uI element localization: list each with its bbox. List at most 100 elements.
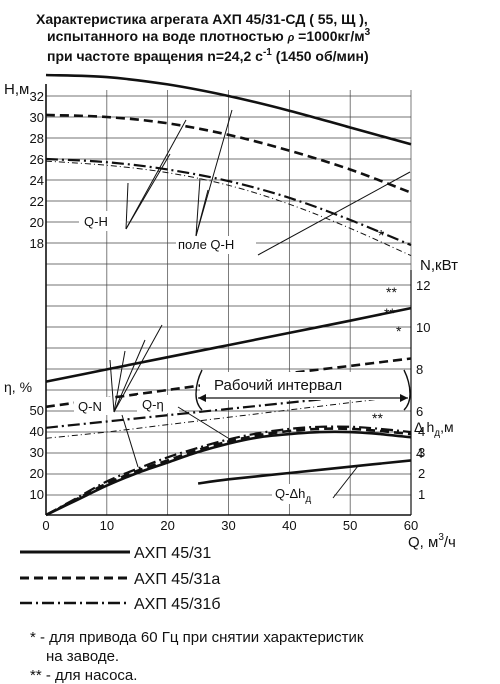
h-tick-label: 32 [30, 89, 44, 104]
curve-q-n-1 [45, 306, 412, 383]
field-label: поле Q-H [178, 237, 234, 252]
curve-q-h-4 [45, 160, 412, 257]
legend-label-2: АХП 45/31а [134, 571, 220, 588]
plot-frame [45, 84, 412, 516]
star-qh: * [378, 228, 384, 245]
curve-q-eta-2 [45, 427, 412, 517]
footnote-2: ** - для насоса. [30, 667, 137, 684]
tick-labels: 0 10 20 30 40 50 60182022242628303210203040504… [30, 89, 431, 533]
dh-label-main: Δ h [414, 419, 434, 435]
qh-label: Q-H [84, 214, 108, 229]
work-interval-label: Рабочий интервал [214, 377, 342, 394]
dh-tick-label: 2 [418, 466, 425, 481]
n-tick-label: 12 [416, 278, 430, 293]
work-interval-arrow-left [198, 394, 206, 402]
n-axis-label: N,кВт [420, 257, 458, 274]
legend-label-1: АХП 45/31 [134, 545, 211, 562]
n-tick-label: 4 [416, 446, 423, 461]
field-leader-4 [195, 177, 201, 237]
curve-q-eta-1 [45, 430, 412, 517]
work-interval-right-bracket [403, 369, 411, 411]
star2-qn-1: ** [386, 284, 397, 300]
qeta-label-bg [137, 395, 179, 413]
footnote-1: * - для привода 60 Гц при снятии характе… [30, 629, 364, 646]
title-line-3b: (1450 об/мин) [272, 48, 369, 64]
dh-label-suffix: ,м [440, 419, 454, 435]
qdh-label-main: Q-Δh [275, 486, 305, 501]
h-tick-label: 22 [30, 194, 44, 209]
field-leader-3 [195, 109, 233, 237]
qeta-label: Q-η [142, 397, 164, 412]
eta-axis-label: η, % [4, 379, 32, 395]
eta-tick-label: 10 [30, 487, 44, 502]
q-label-unit: /ч [444, 534, 456, 551]
curve-q-dh-1 [197, 459, 412, 485]
qh-leader-1 [125, 182, 129, 230]
eta-tick-label: 20 [30, 466, 44, 481]
n-tick-label: 8 [416, 362, 423, 377]
x-tick-label: 20 [160, 518, 174, 533]
star2-qeta: ** [372, 410, 383, 426]
field-leader-1 [257, 171, 411, 256]
x-tick-label: 50 [343, 518, 357, 533]
dh-axis-label: Δ hд,м [414, 419, 454, 439]
annotations: Q-H поле Q-H Q-N Q-η Рабочий интервал [74, 109, 411, 505]
qh-label-bg [79, 211, 127, 231]
title-line-2-exp: 3 [365, 27, 371, 38]
title-line-3: при частоте вращения n=24,2 с-1 (1450 об… [47, 47, 369, 64]
h-tick-label: 20 [30, 215, 44, 230]
x-tick-label: 60 [404, 518, 418, 533]
qn-leader-1 [113, 350, 126, 413]
curve-q-h-2 [45, 113, 412, 194]
qn-leader-3 [113, 324, 163, 413]
work-interval-left-bracket [195, 369, 203, 411]
qh-leader-3 [125, 119, 187, 230]
qdh-label: Q-Δhд [275, 486, 311, 505]
dh-tick-label: 3 [418, 445, 425, 460]
axis-labels: H,м N,кВт η, % Δ hд,м Q, м3/ч [4, 81, 458, 551]
h-tick-label: 28 [30, 131, 44, 146]
legend-label-3: АХП 45/31б [134, 596, 221, 613]
eta-tick-label: 30 [30, 445, 44, 460]
x-tick-label: 10 [100, 518, 114, 533]
curve-q-n-4 [45, 394, 412, 439]
h-tick-label: 26 [30, 152, 44, 167]
rho-symbol: ρ [287, 32, 295, 44]
qdh-label-bg [272, 484, 334, 504]
title-line-3-exp: -1 [263, 47, 272, 58]
curve-q-eta-3 [45, 425, 412, 516]
qn-label: Q-N [78, 399, 102, 414]
work-interval-bg [200, 372, 410, 400]
qn-leader-4 [109, 359, 115, 413]
x-tick-label: 0 [42, 518, 49, 533]
legend: АХП 45/31 АХП 45/31а АХП 45/31б [20, 545, 221, 613]
qeta-leader-2 [121, 414, 139, 468]
title-line-1: Характеристика агрегата АХП 45/31-СД ( 5… [36, 11, 368, 27]
curve-q-h-3 [45, 157, 412, 247]
qdh-label-sub: д [305, 494, 311, 505]
qeta-leader [177, 406, 229, 439]
h-tick-label: 18 [30, 236, 44, 251]
grid [46, 90, 412, 515]
footnote-1-cont: на заводе. [46, 648, 119, 665]
title-line-3a: при частоте вращения n=24,2 с [47, 48, 263, 64]
h-tick-label: 24 [30, 173, 44, 188]
eta-tick-label: 50 [30, 403, 44, 418]
x-tick-label: 40 [282, 518, 296, 533]
qn-label-bg [74, 397, 114, 415]
title-line-2: испытанного на воде плотностью ρ =1000кг… [47, 27, 371, 44]
title-line-2b: =1000кг/м [294, 28, 364, 44]
q-axis-label: Q, м3/ч [408, 532, 456, 551]
chart-title: Характеристика агрегата АХП 45/31-СД ( 5… [36, 11, 371, 64]
q-label-exp: 3 [438, 532, 444, 543]
dh-tick-label: 4 [418, 424, 425, 439]
field-label-bg [176, 236, 256, 254]
footnotes: * - для привода 60 Гц при снятии характе… [30, 629, 364, 684]
h-axis-label: H,м [4, 81, 29, 98]
star2-qn-2: ** [384, 305, 395, 321]
x-tick-label: 30 [221, 518, 235, 533]
qn-leader-2 [113, 339, 146, 413]
qdh-leader [332, 465, 359, 499]
star-qn: * [396, 323, 402, 339]
